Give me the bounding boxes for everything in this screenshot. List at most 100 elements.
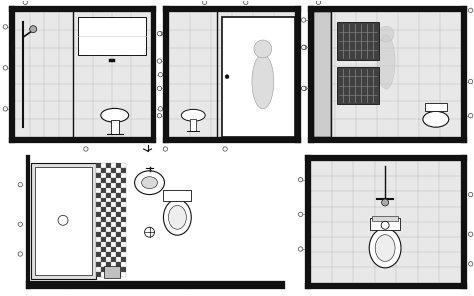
Bar — [425, 103, 447, 111]
Bar — [121, 272, 126, 277]
Bar — [121, 178, 126, 183]
Bar — [461, 155, 466, 289]
Bar — [111, 202, 116, 207]
Bar — [111, 257, 116, 262]
Bar — [9, 6, 15, 143]
Bar — [106, 197, 111, 202]
Circle shape — [468, 262, 473, 266]
Circle shape — [302, 45, 307, 49]
Circle shape — [18, 222, 22, 226]
Bar — [101, 257, 106, 262]
Bar — [116, 217, 121, 222]
Bar — [116, 257, 121, 262]
Bar — [15, 12, 151, 137]
Circle shape — [30, 26, 36, 33]
Circle shape — [299, 212, 303, 217]
Bar — [101, 247, 106, 252]
Bar — [106, 173, 111, 178]
Bar — [116, 197, 121, 202]
Bar — [116, 267, 121, 272]
Bar — [106, 168, 111, 173]
Bar — [6, 155, 290, 289]
Bar — [121, 183, 126, 188]
Bar — [101, 237, 106, 242]
Bar — [101, 262, 106, 267]
Bar — [96, 188, 101, 193]
Bar — [111, 188, 116, 193]
Bar — [337, 22, 379, 60]
Bar — [96, 257, 101, 262]
Bar — [78, 17, 146, 55]
Bar — [370, 218, 400, 230]
Bar — [121, 173, 126, 178]
Bar — [106, 262, 111, 267]
Bar — [111, 197, 116, 202]
Circle shape — [157, 59, 162, 63]
Bar — [305, 283, 466, 289]
Bar — [372, 216, 398, 221]
Circle shape — [3, 25, 8, 29]
Bar — [121, 252, 126, 257]
Bar — [106, 178, 111, 183]
Bar — [305, 155, 466, 161]
Bar — [106, 193, 111, 197]
Bar — [106, 247, 111, 252]
Bar — [116, 242, 121, 247]
Bar — [96, 222, 101, 227]
Bar — [111, 207, 116, 213]
Circle shape — [382, 199, 389, 206]
Bar — [96, 213, 101, 217]
Bar — [106, 272, 111, 277]
Bar — [116, 207, 121, 213]
Bar — [104, 266, 120, 278]
Circle shape — [223, 147, 227, 151]
Bar — [121, 197, 126, 202]
Ellipse shape — [142, 177, 157, 189]
Bar — [96, 242, 101, 247]
Bar — [116, 237, 121, 242]
Bar — [190, 119, 196, 131]
Circle shape — [3, 107, 8, 111]
Bar — [116, 193, 121, 197]
Bar — [35, 167, 92, 275]
Bar — [313, 12, 461, 137]
Bar — [96, 252, 101, 257]
Bar — [96, 197, 101, 202]
Circle shape — [301, 45, 306, 49]
Bar — [310, 161, 461, 283]
Bar — [96, 232, 101, 237]
Circle shape — [468, 8, 473, 12]
Bar — [308, 137, 466, 143]
Bar — [169, 12, 295, 137]
Bar — [106, 188, 111, 193]
Bar — [101, 197, 106, 202]
Bar — [111, 183, 116, 188]
Bar — [111, 163, 116, 168]
Bar — [111, 272, 116, 277]
Ellipse shape — [375, 235, 395, 261]
Bar — [96, 202, 101, 207]
Bar — [116, 272, 121, 277]
Bar — [106, 237, 111, 242]
Bar — [121, 193, 126, 197]
Bar — [101, 213, 106, 217]
Bar — [111, 267, 116, 272]
Bar — [116, 222, 121, 227]
Bar — [121, 267, 126, 272]
Bar — [109, 59, 115, 62]
Bar — [116, 262, 121, 267]
Bar — [101, 188, 106, 193]
Bar — [116, 173, 121, 178]
Circle shape — [157, 114, 162, 118]
Bar — [96, 247, 101, 252]
Bar — [111, 178, 116, 183]
Bar — [121, 168, 126, 173]
Circle shape — [23, 0, 27, 4]
Bar — [308, 6, 313, 143]
Circle shape — [225, 75, 229, 79]
Bar — [101, 252, 106, 257]
Bar — [116, 163, 121, 168]
Bar — [121, 242, 126, 247]
Bar — [121, 188, 126, 193]
Ellipse shape — [252, 54, 274, 109]
